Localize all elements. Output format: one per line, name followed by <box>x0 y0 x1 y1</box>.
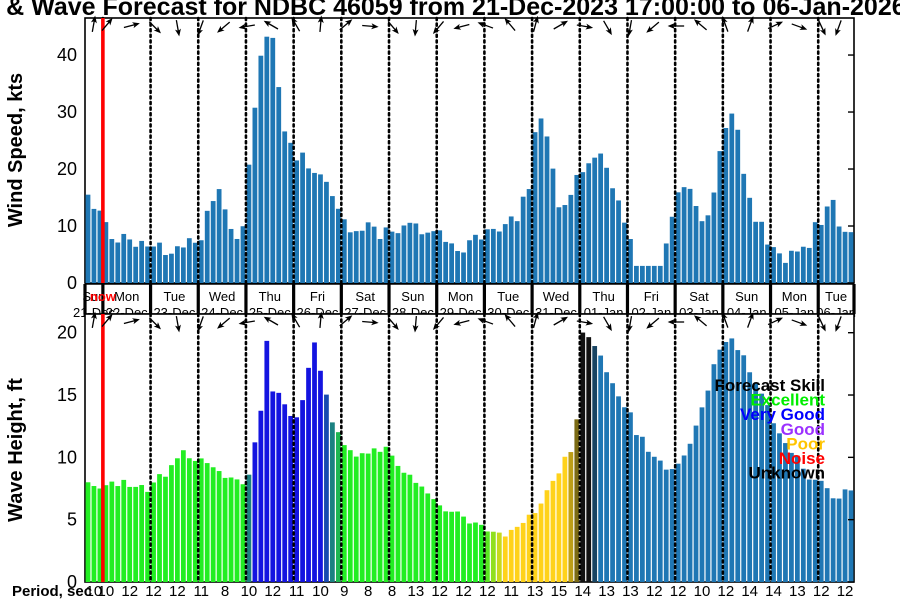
svg-text:12: 12 <box>813 583 830 600</box>
svg-text:Mon: Mon <box>448 289 473 304</box>
svg-text:14: 14 <box>765 583 782 600</box>
svg-text:40: 40 <box>57 45 77 65</box>
svg-text:now: now <box>90 289 117 304</box>
svg-text:Unknown: Unknown <box>749 464 826 483</box>
svg-text:11: 11 <box>193 583 209 600</box>
svg-text:10: 10 <box>98 583 115 600</box>
svg-text:12: 12 <box>169 583 186 600</box>
svg-text:30: 30 <box>57 102 77 122</box>
svg-text:10: 10 <box>694 583 711 600</box>
svg-text:12: 12 <box>479 583 496 600</box>
svg-text:12: 12 <box>431 583 448 600</box>
svg-text:10: 10 <box>57 216 77 236</box>
svg-text:12: 12 <box>145 583 162 600</box>
svg-text:13: 13 <box>789 583 806 600</box>
svg-text:13: 13 <box>622 583 639 600</box>
svg-text:10: 10 <box>241 583 258 600</box>
svg-text:12: 12 <box>646 583 663 600</box>
svg-text:10: 10 <box>312 583 329 600</box>
svg-text:11: 11 <box>503 583 519 600</box>
svg-text:15: 15 <box>551 583 568 600</box>
svg-text:Tue: Tue <box>825 289 847 304</box>
svg-text:13: 13 <box>527 583 544 600</box>
svg-text:12: 12 <box>670 583 687 600</box>
svg-text:Fri: Fri <box>310 289 325 304</box>
svg-text:Fri: Fri <box>644 289 659 304</box>
svg-text:11: 11 <box>289 583 305 600</box>
svg-text:Period, sec: Period, sec <box>12 583 92 600</box>
svg-text:12: 12 <box>837 583 854 600</box>
svg-text:8: 8 <box>388 583 396 600</box>
svg-text:Tue: Tue <box>497 289 519 304</box>
svg-text:15: 15 <box>57 385 77 405</box>
svg-text:14: 14 <box>574 583 591 600</box>
svg-text:Sun: Sun <box>401 289 424 304</box>
svg-text:8: 8 <box>364 583 372 600</box>
svg-text:Mon: Mon <box>782 289 807 304</box>
svg-text:8: 8 <box>221 583 229 600</box>
svg-text:Sat: Sat <box>355 289 375 304</box>
svg-text:Wed: Wed <box>209 289 236 304</box>
svg-text:Thu: Thu <box>259 289 281 304</box>
svg-text:12: 12 <box>717 583 734 600</box>
svg-text:Sun: Sun <box>735 289 758 304</box>
svg-text:Mon: Mon <box>114 289 139 304</box>
svg-text:Wave Height, ft: Wave Height, ft <box>5 378 27 522</box>
svg-text:12: 12 <box>121 583 138 600</box>
svg-text:9: 9 <box>340 583 348 600</box>
svg-text:Tue: Tue <box>163 289 185 304</box>
svg-text:Wed: Wed <box>543 289 570 304</box>
svg-text:5: 5 <box>67 510 77 530</box>
svg-text:13: 13 <box>598 583 615 600</box>
svg-text:14: 14 <box>741 583 758 600</box>
svg-text:10: 10 <box>57 447 77 467</box>
svg-text:12: 12 <box>264 583 281 600</box>
svg-text:20: 20 <box>57 323 77 343</box>
svg-text:0: 0 <box>67 273 77 293</box>
svg-text:Wind Speed, kts: Wind Speed, kts <box>5 73 27 227</box>
svg-text:20: 20 <box>57 159 77 179</box>
svg-text:Thu: Thu <box>592 289 614 304</box>
svg-text:13: 13 <box>408 583 425 600</box>
svg-text:12: 12 <box>455 583 472 600</box>
svg-text:Sat: Sat <box>689 289 709 304</box>
